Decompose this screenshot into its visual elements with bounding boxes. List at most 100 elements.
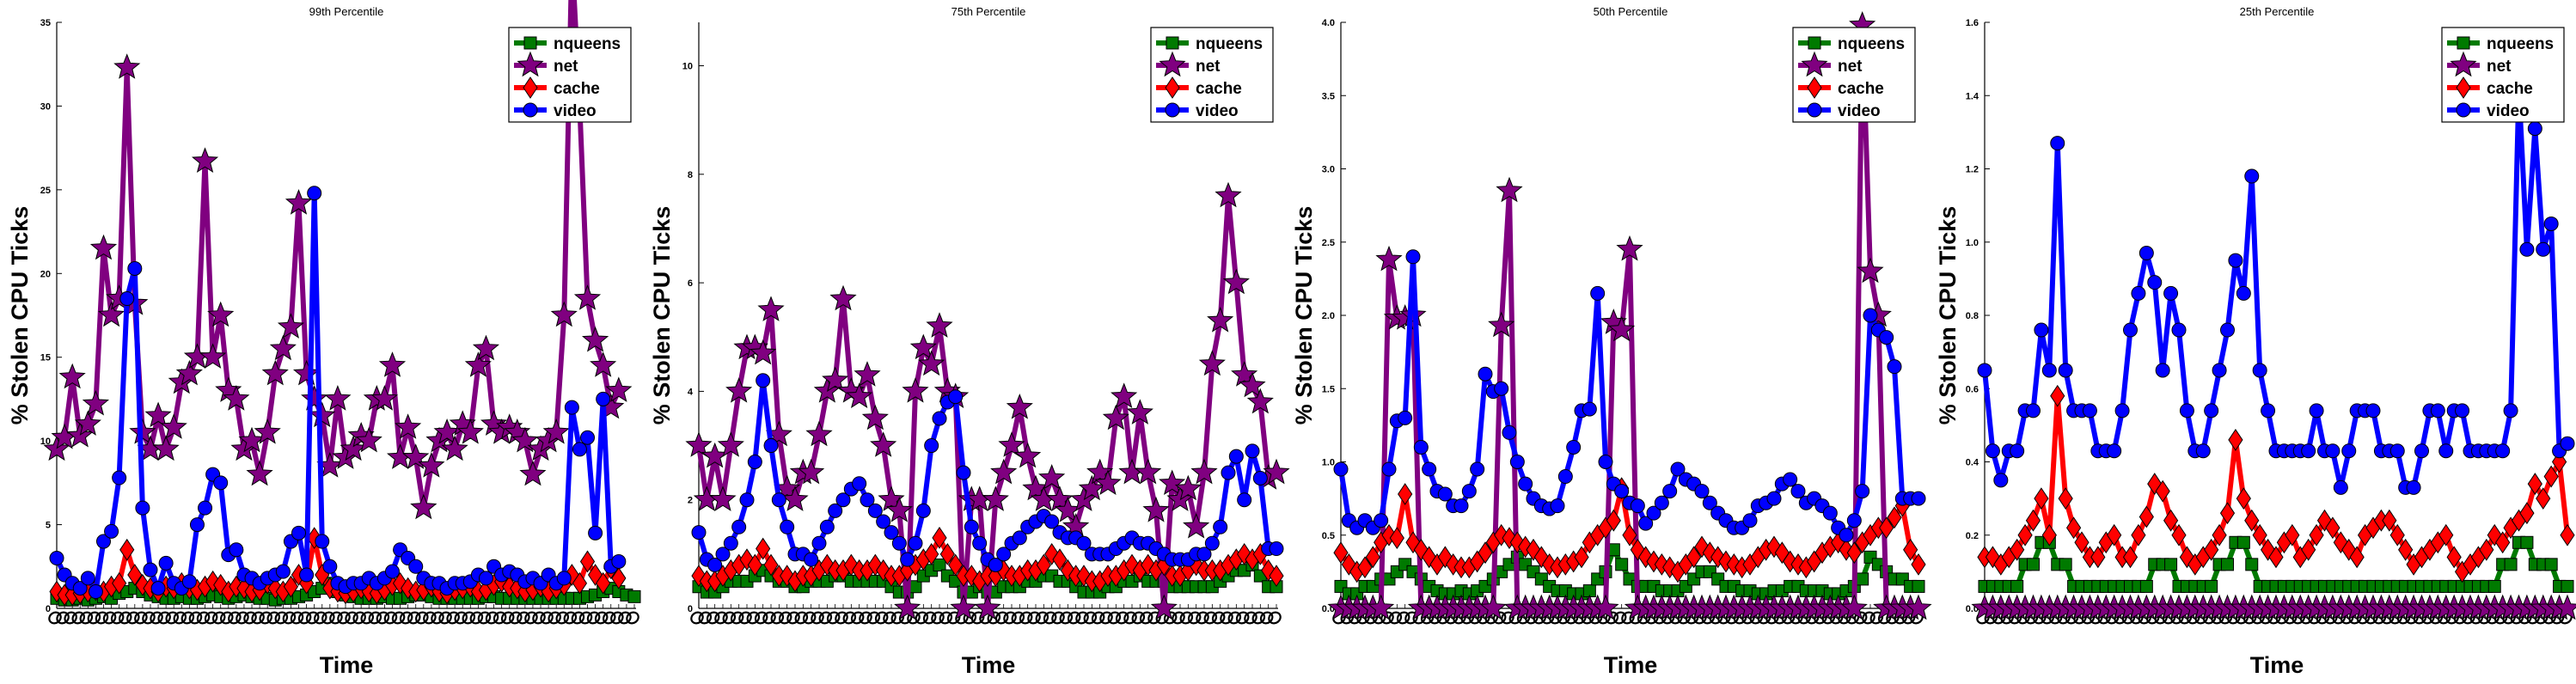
data-point-video bbox=[1453, 498, 1469, 514]
data-point-cache bbox=[579, 550, 596, 573]
data-point-video bbox=[315, 534, 330, 549]
data-point-cache bbox=[932, 527, 947, 549]
data-point-video bbox=[2010, 443, 2025, 459]
legend-label-nqueens: nqueens bbox=[1196, 35, 1263, 53]
data-point-net bbox=[82, 389, 110, 416]
data-point-video bbox=[127, 260, 143, 276]
data-point-video bbox=[2414, 443, 2429, 459]
data-point-cache bbox=[763, 553, 779, 577]
data-point-video bbox=[1670, 461, 1686, 477]
legend-marker-video bbox=[1165, 102, 1180, 118]
data-point-cache bbox=[1478, 541, 1493, 565]
data-point-cache bbox=[119, 538, 135, 561]
data-point-net bbox=[1592, 594, 1619, 620]
data-point-net bbox=[1150, 594, 1178, 620]
data-point-net bbox=[160, 413, 187, 439]
legend-label-cache: cache bbox=[2487, 80, 2533, 98]
data-point-cache bbox=[2285, 523, 2300, 547]
data-point-video bbox=[2107, 443, 2122, 459]
data-point-cache bbox=[2228, 429, 2243, 451]
data-point-cache bbox=[1036, 553, 1051, 577]
data-point-net bbox=[519, 460, 547, 486]
data-point-video bbox=[1228, 449, 1244, 464]
data-point-net bbox=[309, 401, 336, 428]
data-point-net bbox=[1006, 394, 1033, 419]
data-point-video bbox=[299, 567, 315, 583]
data-point-video bbox=[2495, 443, 2511, 459]
data-point-net bbox=[1215, 181, 1242, 208]
data-point-video bbox=[2139, 246, 2154, 261]
data-point-nqueens bbox=[909, 580, 922, 594]
data-point-nqueens bbox=[627, 589, 641, 603]
chart-title: 50th Percentile bbox=[1594, 5, 1668, 18]
x-tick-label-glyph bbox=[626, 611, 639, 625]
data-point-net bbox=[58, 363, 86, 389]
data-point-video bbox=[1879, 330, 1894, 345]
data-point-video bbox=[715, 547, 731, 562]
data-point-cache bbox=[2034, 487, 2049, 510]
data-point-video bbox=[908, 535, 923, 551]
data-point-video bbox=[1509, 455, 1525, 469]
legend: nqueens net cache video bbox=[2441, 27, 2565, 123]
y-tick-label: 1.2 bbox=[1966, 165, 1979, 175]
data-point-video bbox=[1437, 486, 1453, 502]
data-point-cache bbox=[867, 553, 883, 577]
data-point-video bbox=[1470, 461, 1485, 477]
legend-marker-cache bbox=[523, 76, 538, 99]
data-point-video bbox=[291, 525, 307, 540]
legend-marker-cache bbox=[2456, 76, 2471, 99]
data-point-video bbox=[771, 492, 786, 508]
data-point-cache bbox=[2543, 465, 2559, 488]
data-point-net bbox=[1263, 458, 1290, 485]
data-point-cache bbox=[2065, 516, 2082, 540]
legend-marker-video bbox=[1807, 102, 1822, 118]
data-point-video bbox=[2204, 403, 2219, 418]
data-point-net bbox=[1190, 458, 1218, 485]
data-point-video bbox=[213, 475, 229, 491]
data-point-video bbox=[150, 581, 166, 596]
data-point-nqueens bbox=[2561, 579, 2574, 593]
data-point-video bbox=[588, 525, 603, 540]
data-point-net bbox=[89, 234, 118, 260]
data-point-video bbox=[1557, 469, 1573, 485]
data-point-video bbox=[2519, 241, 2535, 257]
data-point-video bbox=[915, 503, 931, 518]
data-point-net bbox=[175, 359, 203, 386]
data-point-video bbox=[707, 557, 723, 572]
y-tick-label: 5 bbox=[46, 521, 51, 531]
data-point-nqueens bbox=[2520, 535, 2534, 549]
data-point-video bbox=[572, 442, 587, 457]
data-point-cache bbox=[2155, 479, 2170, 503]
data-point-net bbox=[402, 443, 430, 469]
data-point-net bbox=[581, 326, 609, 352]
y-tick-label: 3.5 bbox=[1322, 91, 1335, 101]
legend-label-video: video bbox=[554, 102, 597, 120]
data-point-cache bbox=[596, 571, 611, 595]
data-point-net bbox=[902, 377, 929, 403]
data-point-video bbox=[1494, 381, 1509, 396]
data-point-video bbox=[2252, 363, 2267, 378]
data-point-video bbox=[1911, 491, 1926, 506]
y-tick-label: 0.4 bbox=[1966, 458, 1979, 468]
data-point-video bbox=[2171, 322, 2187, 338]
data-point-cache bbox=[924, 542, 939, 565]
data-point-net bbox=[550, 301, 578, 327]
data-point-net bbox=[456, 418, 484, 444]
data-point-video bbox=[972, 535, 988, 551]
legend: nqueens net cache video bbox=[1150, 27, 1274, 123]
data-point-video bbox=[1790, 484, 1806, 499]
y-tick-label: 2.0 bbox=[1322, 311, 1335, 321]
data-point-net bbox=[395, 413, 422, 439]
legend-label-nqueens: nqueens bbox=[554, 35, 621, 53]
data-point-net bbox=[1102, 404, 1129, 431]
data-point-cache bbox=[112, 571, 127, 595]
series-net bbox=[1971, 594, 2576, 620]
data-point-video bbox=[691, 525, 707, 540]
data-point-net bbox=[301, 385, 328, 411]
data-point-nqueens bbox=[1615, 558, 1629, 571]
data-point-net bbox=[909, 333, 937, 360]
y-tick-label: 8 bbox=[688, 170, 693, 180]
x-tick-label-glyph bbox=[1268, 611, 1282, 625]
data-point-video bbox=[49, 551, 64, 566]
legend-label-cache: cache bbox=[554, 80, 600, 98]
